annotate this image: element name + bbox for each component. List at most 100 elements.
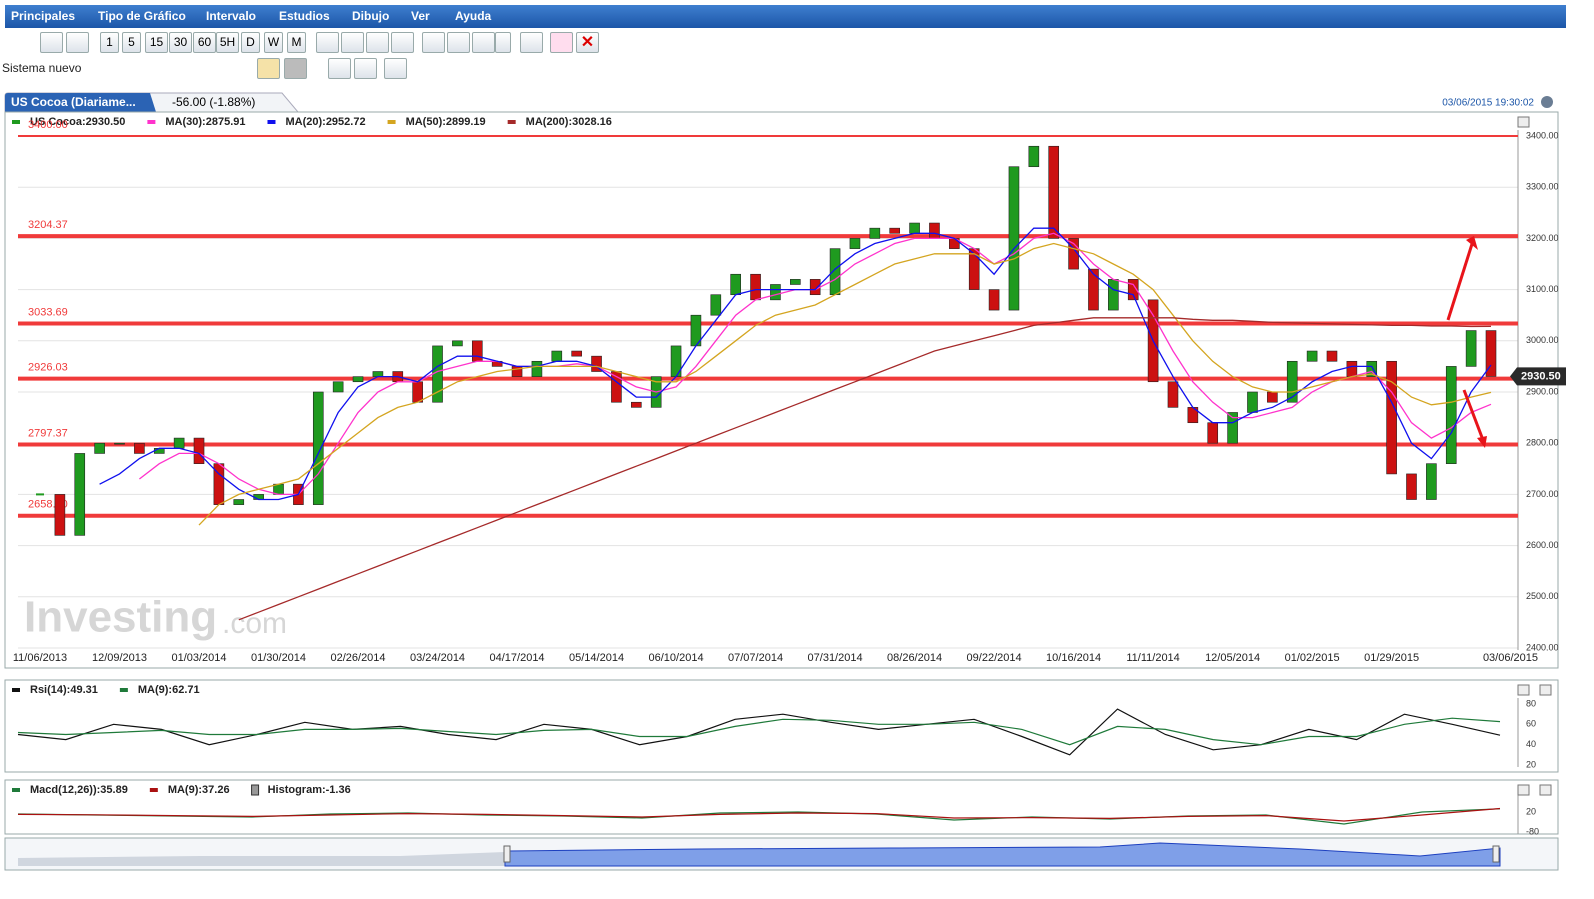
candle (531, 360, 543, 377)
candle (94, 442, 105, 454)
candle (790, 279, 801, 285)
image[interactable] (354, 58, 377, 79)
navigator-handle[interactable] (503, 845, 511, 863)
x-tick-label: 07/07/2014 (728, 652, 783, 664)
menu-item[interactable]: Dibujo (352, 9, 390, 23)
legend-label: Rsi(14):49.31 (30, 684, 98, 696)
series-line (17, 808, 1501, 825)
zoom-reset[interactable] (391, 32, 414, 53)
level-label: 3204.37 (28, 219, 68, 231)
interval-button[interactable]: 15 (145, 32, 168, 53)
candle (114, 442, 125, 445)
menu-bar: Principales Tipo de Gráfico Intervalo Es… (5, 5, 1566, 28)
candle-tool[interactable] (66, 32, 89, 53)
save-system[interactable] (284, 58, 307, 79)
pointer-tool[interactable] (8, 32, 31, 53)
dropdown[interactable] (495, 32, 511, 53)
watermark: Investing (24, 593, 217, 642)
legend-swatch (507, 120, 516, 124)
close-button[interactable] (1539, 684, 1552, 696)
candle (1406, 473, 1417, 500)
line-tool[interactable] (447, 32, 470, 53)
x-tick-label: 11/11/2014 (1126, 652, 1179, 664)
candle (511, 366, 523, 377)
y-tick-label: 20 (1526, 806, 1536, 816)
menu-item[interactable]: Intervalo (206, 9, 257, 23)
interval-button[interactable]: M (287, 32, 306, 53)
open-system[interactable] (257, 58, 280, 79)
legend-swatch (12, 688, 20, 692)
zoom-in[interactable] (316, 32, 339, 53)
x-tick-label: 06/10/2014 (649, 652, 704, 664)
bar-tool[interactable] (40, 32, 63, 53)
minimize-button[interactable] (1517, 784, 1530, 796)
candle (134, 442, 145, 454)
tab (4, 92, 300, 113)
macd-panel (4, 779, 1559, 835)
legend-label: MA(20):2952.72 (285, 116, 365, 128)
candle (1127, 279, 1139, 301)
arrow-head (1477, 436, 1487, 448)
y-tick-label: 3000.00 (1526, 335, 1559, 345)
zoom-fit[interactable] (366, 32, 389, 53)
legend-label: MA(30):2875.91 (165, 116, 245, 128)
interval-button[interactable]: 30 (169, 32, 192, 53)
candle (909, 222, 920, 234)
menu-item[interactable]: Estudios (279, 9, 330, 23)
x-tick-label: 09/22/2014 (967, 652, 1022, 664)
interval-button[interactable]: 5 (122, 32, 141, 53)
candle (1346, 360, 1358, 377)
candle (988, 289, 1000, 311)
level-label: 3400.00 (28, 119, 68, 131)
x-tick-label: 01/02/2015 (1285, 652, 1340, 664)
series-line (139, 232, 1492, 496)
candle (1088, 268, 1099, 311)
clock-icon (1541, 96, 1553, 108)
interval-button[interactable]: 60 (193, 32, 216, 53)
candle (889, 227, 900, 234)
navigator-handle[interactable] (1492, 845, 1500, 863)
crosshair[interactable] (520, 32, 543, 53)
print[interactable] (328, 58, 351, 79)
legend-swatch (147, 120, 156, 124)
candle (54, 494, 66, 536)
y-tick-label: 2600.00 (1526, 540, 1559, 550)
menu-item[interactable]: Tipo de Gráfico (98, 9, 186, 23)
candle (1485, 330, 1497, 377)
zoom-out[interactable] (341, 32, 364, 53)
interval-button[interactable]: D (241, 32, 260, 53)
candle (253, 494, 264, 500)
candle (1426, 463, 1437, 500)
download[interactable] (422, 32, 445, 53)
minimize-button[interactable] (1517, 684, 1530, 696)
candle (631, 401, 642, 408)
candle (74, 453, 86, 536)
candle (1187, 407, 1199, 424)
candle (1207, 422, 1219, 444)
x-tick-label: 05/14/2014 (569, 652, 624, 664)
navigator-history (18, 852, 505, 866)
menu-item[interactable]: Principales (11, 9, 76, 23)
arrow-head (1466, 236, 1478, 250)
candle (611, 371, 622, 403)
legend-label: MA(9):37.26 (168, 784, 230, 796)
menu-item[interactable]: Ayuda (455, 9, 492, 23)
close-button[interactable] (1539, 784, 1552, 796)
series-line (17, 807, 1501, 822)
candle (690, 314, 702, 347)
series-line (17, 708, 1501, 756)
pen-tool[interactable] (472, 32, 495, 53)
delete-selected[interactable] (550, 32, 573, 53)
y-tick-label: 3200.00 (1526, 233, 1559, 243)
interval-button[interactable]: 1 (100, 32, 119, 53)
fullscreen[interactable] (384, 58, 407, 79)
menu-item[interactable]: Ver (411, 9, 430, 23)
delete-all[interactable]: ✕ (576, 32, 599, 53)
minimize-button[interactable] (1517, 116, 1530, 128)
interval-button[interactable]: W (264, 32, 283, 53)
candle (1286, 360, 1298, 403)
candle (213, 463, 225, 505)
candle (650, 376, 662, 408)
interval-button[interactable]: 5H (216, 32, 239, 53)
